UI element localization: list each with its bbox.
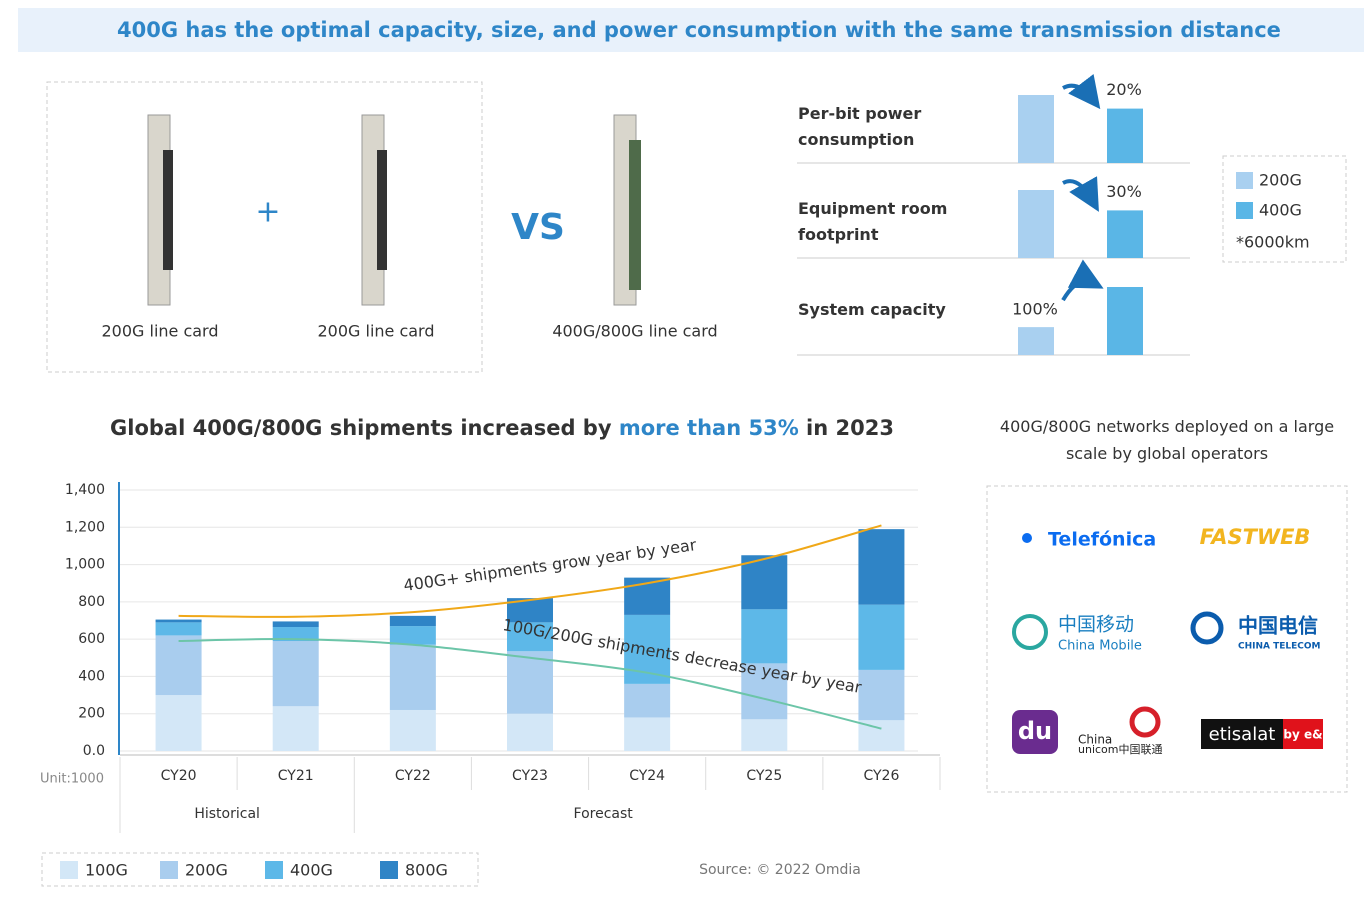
legend-label: 200G [185,861,228,880]
bar [1107,109,1143,163]
bar-segment [858,529,904,605]
bar-segment [390,616,436,626]
x-tick-label: CY20 [161,768,197,784]
legend-label: 200G [1259,171,1302,190]
chart-title: Global 400G/800G shipments increased by … [110,416,894,440]
logo-text: FASTWEB [1200,525,1311,549]
source-note: Source: © 2022 Omdia [699,862,861,878]
bar-segment [156,622,202,635]
page: 400G has the optimal capacity, size, and… [0,0,1364,898]
bar [1107,210,1143,258]
legend-swatch [1236,202,1253,219]
period-label: Forecast [574,806,634,822]
y-tick-label: 600 [78,631,105,647]
y-tick-label: 800 [78,594,105,610]
period-label: Historical [194,806,260,822]
y-tick-label: 200 [78,706,105,722]
arrow [1063,181,1093,201]
title-part: more than 53% [619,416,799,440]
row-label: System capacity [798,297,963,323]
header-title: 400G has the optimal capacity, size, and… [117,18,1281,42]
y-tick-label: 1,200 [65,519,105,535]
arrow [1063,86,1093,100]
logo-text: du [1018,717,1052,745]
legend-swatch [160,861,178,879]
annotation: 20% [1106,80,1142,99]
bar-segment [156,620,202,623]
row-label: Per-bit power consumption [798,101,963,153]
x-tick-label: CY21 [278,768,314,784]
arrow [1063,281,1093,300]
logo-mark [1193,614,1221,642]
bar [1107,287,1143,355]
bar-segment [858,605,904,670]
legend-label: 100G [85,861,128,880]
vs-label: VS [511,207,565,248]
annotation: 30% [1106,182,1142,201]
y-tick-label: 1,400 [65,482,105,498]
bar-segment [507,714,553,751]
logo-mark [1014,616,1046,648]
logo-sub: CHINA TELECOM [1238,642,1321,652]
bar-segment [390,626,436,645]
legend-swatch [1236,172,1253,189]
bar [1018,95,1054,163]
bar-segment [273,706,319,751]
card-image [148,115,641,305]
bar-segment [156,695,202,751]
card-label: 200G line card [101,322,218,341]
logo-text: 中国电信 [1238,614,1318,638]
legend-label: 400G [1259,201,1302,220]
annotation: 100% [1012,300,1058,319]
trend-label: 100G/200G shipments decrease year by yea… [501,615,863,697]
card-label: 400G/800G line card [552,322,717,341]
y-tick-label: 1,000 [65,557,105,573]
logo-mark [1132,709,1158,735]
title-part: in 2023 [799,416,894,440]
legend-label: 800G [405,861,448,880]
legend-swatch [265,861,283,879]
logo-sub: China Mobile [1058,639,1142,654]
bar-segment [273,621,319,627]
x-tick-label: CY25 [746,768,782,784]
plus-sign: + [255,195,280,230]
logo-text: Telefónica [1048,529,1156,551]
title-part: Global 400G/800G shipments increased by [110,416,619,440]
bar-segment [624,684,670,718]
logo-text: etisalat [1209,724,1276,745]
bar [1018,190,1054,258]
row-label: Equipment room footprint [798,196,963,248]
bar [1018,327,1054,355]
y-tick-label: 0.0 [83,743,105,759]
unit-label: Unit:1000 [40,772,104,787]
logo-sub: unicom中国联通 [1078,743,1163,756]
bar-segment [624,717,670,751]
legend-label: 400G [290,861,333,880]
bar-segment [390,710,436,751]
x-tick-label: CY24 [629,768,665,784]
x-tick-label: CY26 [863,768,899,784]
y-tick-label: 400 [78,668,105,684]
legend-swatch [380,861,398,879]
bar-segment [390,645,436,710]
bar-segment [273,641,319,706]
x-tick-label: CY22 [395,768,431,784]
logo-text: 中国移动 [1058,614,1134,636]
logo-sub: by e& [1283,728,1322,742]
bar-segment [741,719,787,751]
bar-segment [156,635,202,695]
legend-swatch [60,861,78,879]
x-tick-label: CY23 [512,768,548,784]
bar-segment [741,609,787,663]
logo-mark [1022,533,1032,543]
card-label: 200G line card [317,322,434,341]
operator-caption: 400G/800G networks deployed on a large s… [982,413,1352,467]
legend-note: *6000km [1236,233,1310,252]
bar-segment [858,670,904,720]
